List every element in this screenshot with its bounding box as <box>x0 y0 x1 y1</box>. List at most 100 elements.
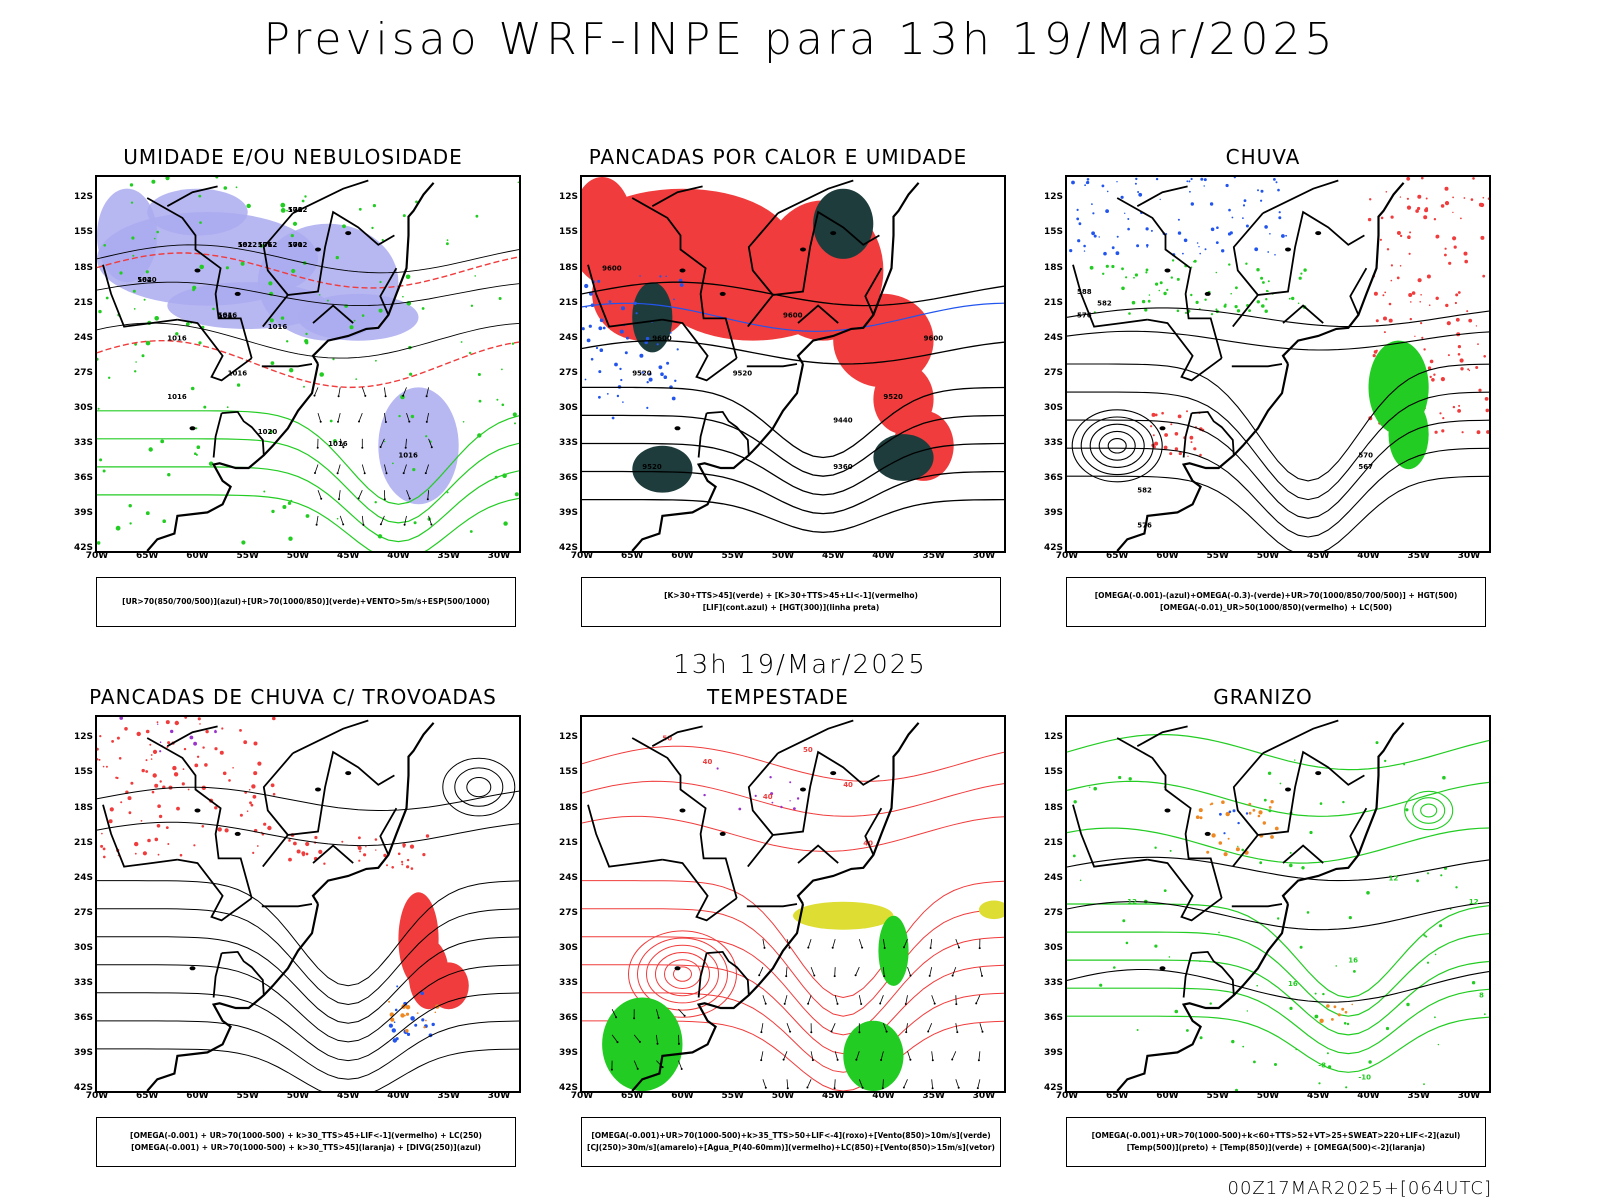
latitude-tick-label: 27S <box>558 367 578 378</box>
longitude-tick-label: 55W <box>236 551 259 561</box>
contour-label: 9520 <box>632 370 652 378</box>
legend-line: [OMEGA(-0.01)_UR>50(1000/850)(vermelho) … <box>1159 603 1393 612</box>
run-time-footer: 00Z17MAR2025+[064UTC] <box>1227 1178 1492 1199</box>
latitude-tick-label: 24S <box>1043 872 1063 883</box>
latitude-axis: 12S 15S 18S 21S 24S 27S 30S 33S 36S 39S 42S <box>538 175 578 553</box>
latitude-tick-label: 18S <box>1043 802 1063 813</box>
longitude-axis: 70W 65W 60W 55W 50W 45W 40W 35W 30W <box>571 1091 1006 1105</box>
map-panel: TEMPESTADE 12S 15S 18S 21S 24S 27S 30S 33S 36S 39S… <box>538 685 1018 1167</box>
longitude-tick-label: 45W <box>1306 1091 1330 1101</box>
longitude-tick-label: 70W <box>570 551 594 561</box>
longitude-tick-label: 30W <box>972 1091 996 1101</box>
longitude-axis: 70W 65W 60W 55W 50W 45W 40W 35W 30W <box>571 551 1006 565</box>
longitude-tick-label: 65W <box>1106 1091 1129 1101</box>
map-panel: UMIDADE E/OU NEBULOSIDADE 12S 15S 18S 21S 24S… <box>53 145 533 627</box>
panel-title: PANCADAS POR CALOR E UMIDADE <box>588 145 968 169</box>
longitude-tick-label: 35W <box>1407 1091 1430 1101</box>
legend-line: [Temp(500)](preto) + [Temp(850)](verde) … <box>1126 1143 1426 1152</box>
latitude-tick-label: 39S <box>1043 507 1063 518</box>
panel-legend: [OMEGA(-0.001)+UR>70(1000-500)+k>35_TTS>… <box>581 1117 1001 1167</box>
contour-label: 9440 <box>833 416 853 424</box>
latitude-tick-label: 30S <box>73 942 93 953</box>
longitude-tick-label: 50W <box>286 551 310 561</box>
map-plot: 9600 9600 9600 9600 9520 9520 9520 9520 9440 9360 <box>582 177 1004 551</box>
latitude-axis: 12S 15S 18S 21S 24S 27S 30S 33S 36S 39S 42S <box>538 715 578 1093</box>
panel-legend: [OMEGA(-0.001)+UR>70(1000-500)+k<60+TTS>… <box>1066 1117 1486 1167</box>
latitude-tick-label: 12S <box>1043 192 1063 203</box>
contour-label: 576 <box>288 206 303 214</box>
longitude-tick-label: 70W <box>85 1091 109 1101</box>
longitude-tick-label: 40W <box>1357 551 1380 561</box>
legend-line: [OMEGA(-0.001)+UR>70(1000-500)+k<60+TTS>… <box>1091 1131 1461 1140</box>
longitude-tick-label: 35W <box>922 551 945 561</box>
latitude-tick-label: 36S <box>1043 472 1063 483</box>
latitude-tick-label: 39S <box>73 507 93 518</box>
longitude-axis: 70W 65W 60W 55W 50W 45W 40W 35W 30W <box>1056 551 1491 565</box>
map-area: 40 40 40 50 50 40 <box>580 715 1006 1093</box>
longitude-tick-label: 40W <box>872 551 895 561</box>
map-panel: GRANIZO 12S 15S 18S 21S 24S 27S 30S 33S 36S 39S 42S… <box>1023 685 1503 1167</box>
legend-line: [OMEGA(-0.001)+UR>70(1000-500)+k>35_TTS>… <box>591 1131 991 1140</box>
longitude-tick-label: 55W <box>1206 551 1229 561</box>
latitude-tick-label: 33S <box>558 977 578 988</box>
longitude-tick-label: 45W <box>336 551 360 561</box>
latitude-tick-label: 27S <box>73 367 93 378</box>
contour-label: -10 <box>1358 1073 1371 1081</box>
contour-label: 564 <box>218 311 233 319</box>
contour-label: 1016 <box>398 452 418 460</box>
latitude-tick-label: 42S <box>558 1083 578 1093</box>
legend-line: [CJ(250)>30m/s](amarelo)+[Agua_P(40-60mm… <box>587 1143 995 1152</box>
panel-legend: [K>30+TTS>45](verde) + [K>30+TTS>45+LI<-… <box>581 577 1001 627</box>
contour-label: 1016 <box>218 311 238 319</box>
longitude-tick-label: 40W <box>872 1091 895 1101</box>
contour-label: 1012 <box>258 241 278 249</box>
latitude-axis: 12S 15S 18S 21S 24S 27S 30S 33S 36S 39S 42S <box>1023 175 1063 553</box>
contour-label: 588 <box>1077 288 1092 296</box>
legend-line: [LIF](cont.azul) + [HGT(300)](linha pret… <box>702 603 880 612</box>
main-title: Previsao WRF-INPE para 13h 19/Mar/2025 <box>263 14 1337 65</box>
longitude-tick-label: 45W <box>821 551 845 561</box>
latitude-tick-label: 42S <box>73 543 93 553</box>
latitude-tick-label: 42S <box>73 1083 93 1093</box>
latitude-tick-label: 18S <box>73 802 93 813</box>
contour-label: 50 <box>803 746 813 754</box>
contour-label: 1016 <box>268 323 288 331</box>
longitude-tick-label: 50W <box>771 551 795 561</box>
panel-title: TEMPESTADE <box>707 685 849 709</box>
longitude-tick-label: 65W <box>136 1091 159 1101</box>
contour-label: 12 <box>1389 875 1399 883</box>
forecast-time-label: 13h 19/Mar/2025 <box>673 650 927 680</box>
map-panel: PANCADAS POR CALOR E UMIDADE 12S 15S 18S 21S… <box>538 145 1018 627</box>
longitude-tick-label: 45W <box>1306 551 1330 561</box>
longitude-tick-label: 55W <box>721 551 744 561</box>
latitude-axis: 12S 15S 18S 21S 24S 27S 30S 33S 36S 39S 42S <box>53 175 93 553</box>
contour-label: 582 <box>1097 300 1112 308</box>
panel-title: CHUVA <box>1225 145 1301 169</box>
latitude-tick-label: 36S <box>73 1012 93 1023</box>
latitude-tick-label: 21S <box>1043 837 1063 848</box>
latitude-tick-label: 18S <box>1043 262 1063 273</box>
longitude-axis: 70W 65W 60W 55W 50W 45W 40W 35W 30W <box>1056 1091 1491 1105</box>
latitude-tick-label: 12S <box>558 192 578 203</box>
longitude-tick-label: 60W <box>186 551 209 561</box>
latitude-tick-label: 30S <box>558 942 578 953</box>
longitude-tick-label: 55W <box>236 1091 259 1101</box>
latitude-tick-label: 30S <box>1043 942 1063 953</box>
longitude-axis: 70W 65W 60W 55W 50W 45W 40W 35W 30W <box>86 551 521 565</box>
contour-label: 1016 <box>167 335 187 343</box>
longitude-tick-label: 70W <box>1055 551 1079 561</box>
map-area: 12 12 16 16 -8 -10 12 8 <box>1065 715 1491 1093</box>
contour-label: 9600 <box>783 311 803 319</box>
map-plot <box>97 717 519 1091</box>
longitude-tick-label: 65W <box>1106 551 1129 561</box>
longitude-tick-label: 30W <box>972 551 996 561</box>
panel-title: PANCADAS DE CHUVA C/ TROVOADAS <box>89 685 497 709</box>
contour-label: 9600 <box>652 335 672 343</box>
longitude-tick-label: 35W <box>437 1091 460 1101</box>
contour-label: 8 <box>1479 992 1484 1000</box>
latitude-tick-label: 30S <box>1043 402 1063 413</box>
latitude-tick-label: 18S <box>558 802 578 813</box>
latitude-tick-label: 15S <box>73 227 93 238</box>
map-panel: CHUVA 12S 15S 18S 21S 24S 27S 30S 33S 36S 39S 42S 58… <box>1023 145 1503 627</box>
